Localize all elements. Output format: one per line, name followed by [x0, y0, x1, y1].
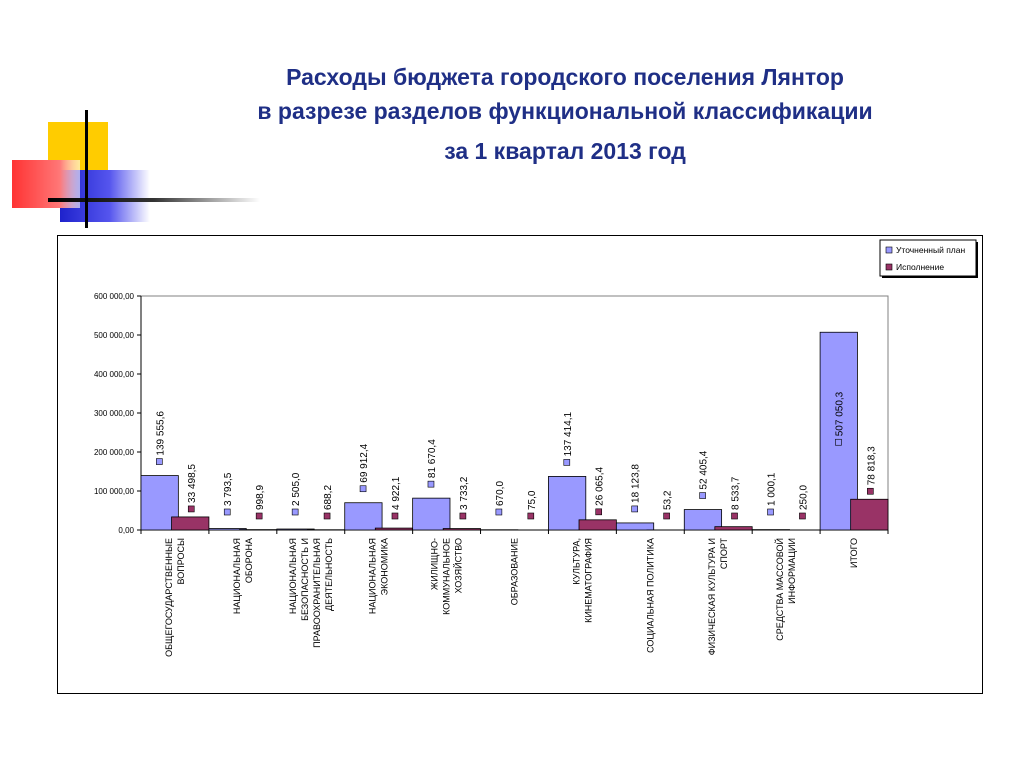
category-label: ЭКОНОМИКА	[380, 538, 390, 595]
category-label: КУЛЬТУРА,	[571, 538, 581, 585]
y-tick-label: 400 000,00	[94, 370, 135, 379]
bar-plan	[683, 509, 723, 531]
data-label-actual: 8 533,7	[731, 476, 742, 510]
label-marker-actual	[731, 512, 738, 520]
category-label: КОММУНАЛЬНОЕ	[442, 538, 452, 615]
category-label: ВОПРОСЫ	[176, 538, 186, 584]
data-label-actual: 26 065,4	[595, 466, 606, 505]
y-tick-label: 600 000,00	[94, 292, 135, 301]
y-tick-label: 0,00	[118, 526, 134, 535]
data-label-plan: 3 793,5	[223, 472, 234, 506]
data-label-actual: 250,0	[798, 485, 809, 510]
bar-plan	[344, 502, 383, 531]
label-marker-plan	[223, 508, 231, 516]
data-label-plan: 52 405,4	[699, 450, 710, 489]
category-label: КИНЕМАТОГРАФИЯ	[583, 538, 593, 623]
legend-swatch-actual	[885, 263, 893, 271]
label-marker-plan	[767, 508, 774, 516]
y-tick-label: 500 000,00	[94, 331, 135, 340]
data-label-actual: 3 733,2	[459, 476, 470, 510]
data-label-plan: 507 050,3	[834, 391, 845, 436]
label-marker-actual	[323, 512, 331, 520]
title-line-2: в разрезе разделов функциональной класси…	[257, 98, 873, 124]
category-label: СРЕДСТВА МАССОВОЙ	[774, 538, 785, 641]
label-marker-plan	[563, 459, 571, 466]
deco-vertical-line	[85, 110, 88, 228]
label-marker-actual	[799, 512, 806, 520]
category-label: ОБЩЕГОСУДАРСТВЕННЫЕ	[164, 538, 174, 657]
page-title: Расходы бюджета городского поселения Лян…	[130, 60, 1000, 168]
legend-swatch-plan	[885, 246, 893, 254]
bar-plan	[615, 522, 655, 531]
data-label-plan: 137 414,1	[563, 411, 574, 456]
title-line-1: Расходы бюджета городского поселения Лян…	[286, 64, 844, 90]
y-tick-label: 300 000,00	[94, 409, 135, 418]
category-label: БЕЗОПАСНОСТЬ И	[300, 538, 310, 621]
category-label: СОЦИАЛЬНАЯ ПОЛИТИКА	[645, 538, 655, 653]
label-marker-actual	[391, 512, 399, 520]
label-marker-actual	[867, 487, 874, 495]
y-tick-label: 100 000,00	[94, 487, 135, 496]
category-label: ИТОГО	[849, 538, 859, 568]
data-label-plan: 69 912,4	[359, 443, 370, 482]
plot-area	[140, 295, 889, 531]
label-marker-actual	[459, 512, 467, 520]
label-marker-plan	[835, 438, 842, 446]
data-label-plan: 18 123,8	[631, 464, 642, 503]
data-label-plan: 81 670,4	[427, 439, 438, 478]
bar-actual	[850, 498, 889, 531]
data-label-actual: 53,2	[663, 490, 674, 510]
bar-actual	[374, 527, 414, 531]
budget-chart: 0,00 100 000,00 200 000,00 300 000,00 400 00…	[94, 239, 978, 657]
bar-plan	[412, 497, 451, 531]
label-marker-actual	[187, 505, 195, 513]
label-marker-plan	[495, 508, 503, 516]
decorative-blocks	[12, 110, 260, 228]
data-label-actual: 78 818,3	[866, 446, 877, 485]
bar-plan	[819, 331, 858, 531]
bar-actual	[714, 526, 753, 531]
category-label: ОБОРОНА	[244, 538, 254, 583]
data-label-plan: 1 000,1	[767, 472, 778, 506]
bar-actual	[442, 528, 481, 531]
label-marker-actual	[255, 512, 263, 520]
legend-label-actual: Исполнение	[896, 262, 944, 272]
label-marker-plan	[291, 508, 299, 516]
category-label: НАЦИОНАЛЬНАЯ	[368, 538, 378, 614]
category-label: ПРАВООХРАНИТЕЛЬНАЯ	[312, 538, 322, 648]
data-label-actual: 75,0	[527, 490, 538, 510]
data-label-plan: 670,0	[495, 481, 506, 506]
y-tick-label: 200 000,00	[94, 448, 135, 457]
label-marker-plan	[631, 505, 638, 513]
label-marker-actual	[595, 508, 603, 516]
category-label: ДЕЯТЕЛЬНОСТЬ	[324, 538, 334, 611]
label-marker-actual	[527, 512, 535, 520]
category-label: ЖИЛИЩНО-	[430, 538, 440, 590]
data-label-actual: 4 922,1	[391, 476, 402, 510]
legend-label-plan: Уточненный план	[896, 245, 965, 255]
category-label: ФИЗИЧЕСКАЯ КУЛЬТУРА И	[707, 538, 717, 655]
label-marker-plan	[427, 480, 435, 488]
chart-frame: 0,00 100 000,00 200 000,00 300 000,00 400 00…	[57, 235, 983, 694]
category-label: СПОРТ	[719, 538, 729, 570]
category-label: ХОЗЯЙСТВО	[453, 538, 464, 593]
label-marker-actual	[663, 512, 670, 520]
title-line-3: за 1 квартал 2013 год	[444, 138, 686, 164]
data-label-actual: 33 498,5	[187, 464, 198, 503]
category-label: ИНФОРМАЦИИ	[787, 538, 797, 604]
data-label-actual: 688,2	[323, 485, 334, 510]
bar-actual	[578, 519, 617, 531]
data-label-plan: 2 505,0	[291, 472, 302, 506]
bar-actual	[171, 516, 210, 531]
deco-horizontal-line	[48, 198, 260, 202]
data-label-plan: 139 555,6	[155, 411, 166, 456]
label-marker-plan	[699, 492, 706, 499]
legend	[879, 239, 977, 277]
label-marker-plan	[156, 458, 163, 465]
category-label: ОБРАЗОВАНИЕ	[510, 538, 520, 605]
category-label: НАЦИОНАЛЬНАЯ	[288, 538, 298, 614]
category-label: НАЦИОНАЛЬНАЯ	[232, 538, 242, 614]
data-label-actual: 998,9	[255, 485, 266, 510]
label-marker-plan	[359, 485, 367, 493]
